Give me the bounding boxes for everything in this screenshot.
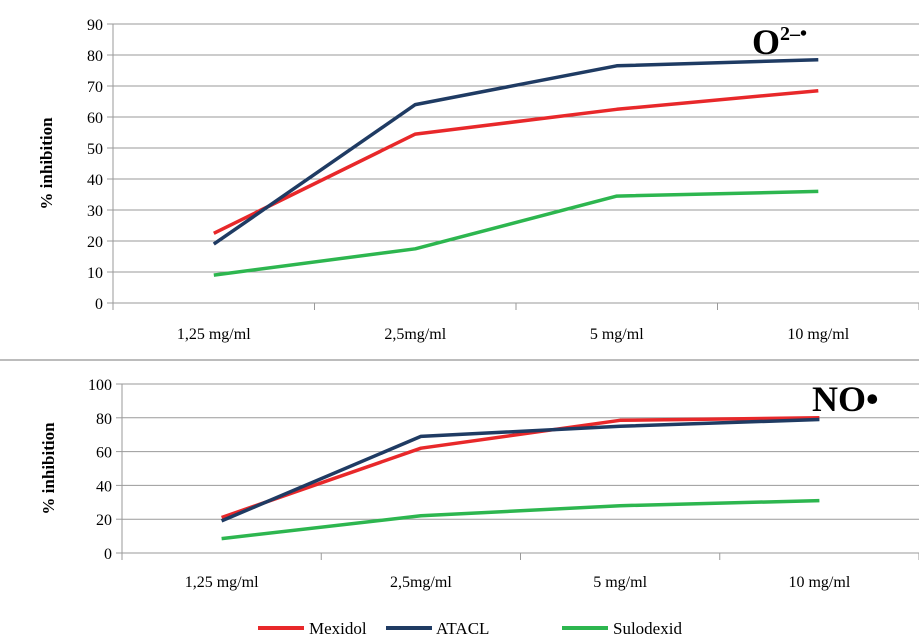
- chart-superoxide: 0 10 20 30 40 50 60 70 80 90 1,25 mg/ml 2,5mg/ml 5 …: [37, 17, 919, 343]
- y-tick-label: 0: [95, 296, 103, 313]
- y-tick-label: 50: [87, 141, 103, 158]
- x-tick-label: 5 mg/ml: [590, 326, 644, 343]
- y-tick-label: 80: [87, 48, 103, 65]
- y-tick-label: 100: [88, 377, 112, 394]
- y-tick-label: 90: [87, 17, 103, 34]
- x-tick-label: 10 mg/ml: [787, 326, 849, 343]
- y-tick-label: 0: [104, 546, 112, 563]
- y-tick-label: 10: [87, 265, 103, 282]
- series-line-sulodexid: [221, 498, 820, 541]
- x-tick-label: 1,25 mg/ml: [185, 574, 259, 591]
- chart-title: O2–•: [752, 22, 807, 62]
- series-line-atacl: [212, 57, 819, 246]
- y-tick-label: 60: [87, 110, 103, 127]
- chart-title-superscript: 2–•: [780, 23, 807, 45]
- y-tick-label: 40: [96, 478, 112, 495]
- series-line-mexidol: [213, 88, 819, 235]
- y-axis-label: % inhibition: [39, 422, 58, 515]
- series-line-mexidol: [221, 416, 820, 520]
- legend-label-mexidol: Mexidol: [309, 619, 367, 638]
- legend-item-atacl: ATACL: [386, 619, 489, 638]
- legend-label-atacl: ATACL: [436, 619, 489, 638]
- y-tick-label: 80: [96, 411, 112, 428]
- x-tick-label: 2,5mg/ml: [390, 574, 452, 591]
- y-tick-label: 30: [87, 203, 103, 220]
- y-tick-label: 60: [96, 445, 112, 462]
- y-tick-label: 20: [87, 234, 103, 251]
- legend-label-sulodexid: Sulodexid: [613, 619, 682, 638]
- x-tick-label: 5 mg/ml: [593, 574, 647, 591]
- x-tick-label: 1,25 mg/ml: [177, 326, 251, 343]
- legend: Mexidol ATACL Sulodexid: [258, 619, 682, 638]
- x-tick-label: 10 mg/ml: [788, 574, 850, 591]
- x-tick-label: 2,5mg/ml: [384, 326, 446, 343]
- chart-title-main: O: [752, 22, 780, 62]
- chart-nitric-oxide: 0 20 40 60 80 100 1,25 mg/ml 2,5mg/ml 5 mg/ml 10…: [39, 377, 919, 591]
- series-line-atacl: [220, 417, 820, 523]
- y-tick-label: 40: [87, 172, 103, 189]
- y-tick-label: 70: [87, 79, 103, 96]
- chart-title: NO•: [812, 379, 879, 419]
- legend-item-sulodexid: Sulodexid: [562, 619, 682, 638]
- series-line-sulodexid: [213, 189, 819, 277]
- y-tick-label: 20: [96, 512, 112, 529]
- legend-item-mexidol: Mexidol: [258, 619, 367, 638]
- y-axis-label: % inhibition: [37, 117, 56, 210]
